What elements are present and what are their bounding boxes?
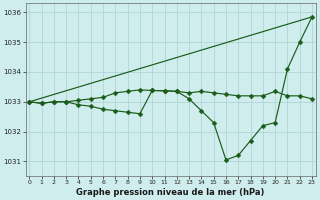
X-axis label: Graphe pression niveau de la mer (hPa): Graphe pression niveau de la mer (hPa) xyxy=(76,188,265,197)
